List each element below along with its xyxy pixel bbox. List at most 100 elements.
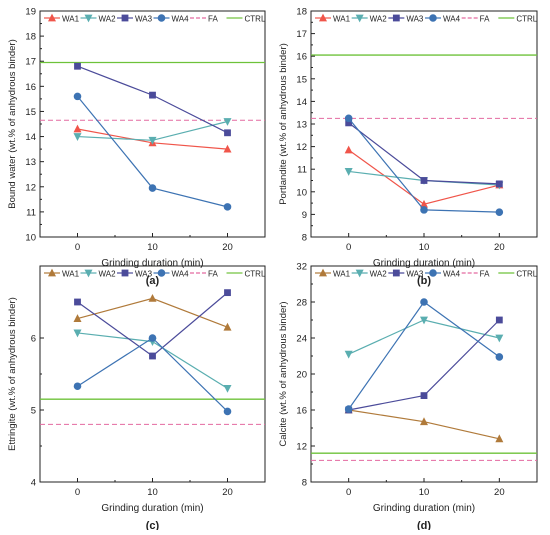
data-point-wa1 — [73, 124, 82, 133]
y-tick-label: 14 — [296, 97, 307, 108]
panel-label: (d) — [417, 520, 431, 530]
series-line-wa3 — [77, 292, 228, 357]
y-tick-label: 18 — [296, 7, 307, 18]
y-tick-label: 4 — [31, 478, 36, 489]
legend: WA1 WA2 WA3 WA4 FA CTRL — [44, 13, 266, 23]
legend-label-fa: FA — [208, 269, 218, 278]
y-tick-label: 17 — [296, 29, 307, 40]
data-point-wa3 — [224, 129, 231, 137]
legend-label-fa: FA — [480, 14, 490, 23]
data-point-wa3 — [495, 316, 503, 324]
data-point-wa3 — [420, 392, 428, 399]
data-point-wa4 — [73, 92, 82, 101]
data-point-wa3 — [495, 180, 503, 188]
x-tick-label: 0 — [75, 487, 80, 498]
y-tick-label: 14 — [25, 132, 36, 143]
legend-marker-wa3 — [392, 269, 400, 277]
chart-panel-3: 4 5 6 0 10 20 Grinding duration (min) Ettringit… — [7, 265, 266, 532]
y-tick-label: 24 — [296, 334, 307, 345]
data-point-wa1 — [495, 434, 504, 443]
data-point-wa1 — [420, 417, 428, 426]
y-tick-label: 8 — [302, 478, 307, 489]
x-tick-label: 10 — [147, 242, 158, 253]
data-point-wa2 — [223, 385, 232, 393]
y-tick-label: 15 — [296, 74, 307, 85]
legend-marker-wa2 — [355, 269, 364, 278]
panel-label: (b) — [417, 275, 431, 287]
legend: WA1 WA2 WA3 WA4 FA CTRL — [315, 268, 538, 278]
legend-label-wa2: WA2 — [370, 269, 388, 278]
y-tick-label: 11 — [26, 207, 36, 218]
legend-label-wa3: WA3 — [135, 269, 153, 278]
x-tick-label: 10 — [419, 242, 430, 253]
y-tick-label: 15 — [25, 107, 36, 118]
data-point-wa1 — [73, 314, 82, 322]
x-tick-label: 20 — [494, 242, 505, 253]
legend-label-wa4: WA4 — [172, 14, 190, 23]
legend-label-ctrl: CTRL — [245, 14, 266, 23]
y-axis-title: Portlandite (wt.% of anhydrous binder) — [278, 43, 289, 205]
legend-marker-wa1 — [48, 13, 56, 22]
data-point-wa3 — [345, 119, 353, 127]
data-point-wa4 — [420, 206, 428, 214]
plot-frame — [39, 10, 266, 238]
legend-label-wa4: WA4 — [172, 269, 190, 278]
y-tick-label: 17 — [25, 57, 36, 68]
legend-marker-wa4 — [157, 269, 166, 277]
legend-label-wa3: WA3 — [135, 14, 153, 23]
x-axis-title: Grinding duration (min) — [101, 258, 203, 269]
data-point-wa2 — [420, 316, 428, 325]
legend-marker-wa3 — [121, 269, 129, 277]
data-point-wa3 — [420, 177, 428, 184]
legend-marker-wa1 — [48, 268, 56, 277]
data-point-wa2 — [344, 350, 353, 359]
data-point-wa4 — [344, 114, 353, 123]
x-tick-label: 20 — [494, 487, 505, 498]
data-point-wa4 — [223, 203, 232, 211]
data-point-wa4 — [148, 184, 157, 192]
legend-label-wa3: WA3 — [406, 14, 424, 23]
y-axis-title: Bound water (wt.% of anhydrous binder) — [7, 39, 18, 209]
data-point-wa3 — [149, 352, 156, 360]
data-point-wa4 — [344, 405, 353, 413]
series-line-wa2 — [348, 319, 500, 355]
legend-marker-wa1 — [319, 268, 327, 277]
y-tick-label: 9 — [302, 210, 307, 221]
data-point-wa4 — [73, 382, 82, 391]
y-tick-label: 16 — [25, 82, 36, 93]
y-tick-label: 11 — [297, 165, 307, 176]
legend-label-ctrl: CTRL — [516, 14, 537, 23]
data-point-wa2 — [148, 136, 157, 145]
data-point-wa1 — [344, 145, 353, 154]
data-point-wa3 — [149, 91, 156, 99]
data-point-wa4 — [495, 353, 504, 361]
x-tick-label: 0 — [75, 242, 80, 253]
legend-label-wa1: WA1 — [62, 269, 80, 278]
y-tick-label: 20 — [296, 370, 307, 381]
y-tick-label: 13 — [25, 157, 36, 168]
legend-label-wa4: WA4 — [443, 14, 461, 23]
x-tick-label: 10 — [419, 487, 430, 498]
y-tick-label: 10 — [296, 187, 307, 198]
legend-label-fa: FA — [208, 14, 218, 23]
data-point-wa3 — [224, 289, 231, 297]
legend-marker-wa3 — [392, 14, 400, 22]
x-tick-label: 20 — [222, 242, 233, 253]
y-tick-label: 28 — [296, 298, 307, 309]
y-tick-label: 12 — [25, 182, 36, 193]
x-axis-title: Grinding duration (min) — [101, 503, 203, 514]
legend-label-wa3: WA3 — [406, 269, 424, 278]
data-point-wa4 — [420, 298, 428, 306]
y-tick-label: 19 — [25, 7, 36, 18]
legend-label-wa2: WA2 — [99, 14, 117, 23]
series-line-wa1 — [77, 297, 228, 328]
legend-marker-wa2 — [84, 269, 93, 278]
legend-label-ctrl: CTRL — [245, 269, 266, 278]
y-tick-label: 12 — [296, 442, 307, 453]
chart-panel-1: 10 11 12 13 14 15 16 17 18 19 0 10 20 Grinding durati… — [7, 7, 266, 288]
chart-panel-2: 8 9 10 11 12 13 14 15 16 17 18 0 10 20 Grinding durati… — [278, 7, 538, 288]
panel-label: (c) — [146, 520, 160, 530]
legend-marker-wa4 — [157, 14, 166, 22]
legend-label-ctrl: CTRL — [516, 269, 537, 278]
